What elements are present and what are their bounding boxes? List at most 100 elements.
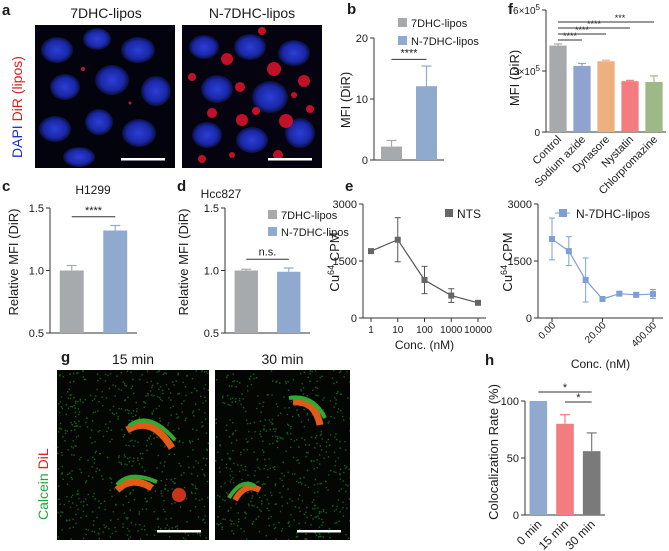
- calcein-label: Calcein: [35, 473, 51, 520]
- chart-b-ytick-label: 0: [362, 155, 368, 167]
- chart-e2-point: [650, 291, 656, 298]
- chart-e1-xtick-label: 100: [416, 325, 433, 336]
- chart-e1-legend-marker: [445, 209, 453, 217]
- chart-e2-xlabel: Conc. (nM): [571, 357, 630, 371]
- chart-e2-legend-marker: [559, 209, 567, 217]
- chart-f-ytick-label: 6×105: [513, 3, 541, 17]
- chart-c-bar: [103, 230, 128, 333]
- chart-d-ytick-label: 0.5: [204, 328, 219, 340]
- chart-f-sig: ****: [575, 25, 590, 35]
- chart-h-bar: [582, 451, 601, 515]
- chart-e1-point: [421, 277, 428, 283]
- chart-e2-point: [616, 290, 623, 297]
- chart-f-bar: [645, 81, 663, 132]
- chart-b-legend-label: N-7DHC-lipos: [411, 36, 479, 48]
- dir-label: DiR (lipos): [9, 56, 25, 121]
- panel-g-label: g: [61, 349, 71, 366]
- chart-f-bar: [597, 61, 615, 132]
- micrograph-15min: [57, 370, 209, 540]
- chart-d-sig: n.s.: [259, 246, 277, 258]
- chart-c-bar: [59, 270, 84, 333]
- chart-f-bar: [621, 81, 639, 132]
- dapi-label: DAPI: [9, 125, 25, 158]
- chart-e2-point: [582, 277, 589, 283]
- chart-c-ylabel: Relative MFI (DiR): [6, 209, 21, 316]
- chart-e2-ytick-label: 3000: [508, 199, 532, 211]
- micrograph-7dhc-lipos: [35, 25, 175, 168]
- chart-c-ytick-label: 1.0: [29, 266, 44, 278]
- panel-b-label: b: [347, 1, 356, 18]
- chart-e1-xtick-label: 1: [368, 325, 374, 336]
- chart-d-ytick-label: 1.0: [204, 266, 219, 278]
- chart-h-sig: *: [563, 382, 568, 394]
- chart-e1-point: [448, 292, 455, 299]
- chart-b-legend-swatch: [398, 18, 407, 27]
- panel-f-label: f: [508, 1, 514, 18]
- panel-a-caption-2: N-7DHC-lipos: [208, 5, 296, 21]
- chart-e1-ytick-label: 1500: [333, 256, 357, 268]
- chart-d-legend-swatch: [268, 227, 277, 236]
- chart-d-legend-swatch: [268, 210, 277, 219]
- panel-e-label: e: [345, 178, 353, 195]
- chart-e1-ytick-label: 0: [351, 313, 357, 325]
- chart-h-ytick-label: 100: [501, 396, 519, 408]
- micrograph-30min: [215, 370, 350, 540]
- chart-f-ytick-label: 3×105: [513, 64, 541, 78]
- chart-e1-point: [475, 299, 481, 306]
- chart-h-ytick-label: 0: [513, 510, 519, 522]
- chart-c-ytick-label: 1.5: [29, 203, 44, 215]
- chart-e2-point: [599, 296, 606, 302]
- chart-d-ytick-label: 1.5: [204, 203, 219, 215]
- chart-d-ylabel: Relative MFI (DiR): [176, 209, 191, 316]
- chart-h-bar: [529, 401, 548, 515]
- chart-d-bar: [277, 271, 301, 333]
- chart-h-ytick-label: 50: [507, 453, 519, 465]
- chart-b-ytick-label: 10: [356, 94, 368, 106]
- chart-b-ytick-label: 20: [356, 33, 368, 45]
- chart-c-title: H1299: [75, 183, 111, 197]
- chart-e2-line: [551, 238, 654, 300]
- chart-b-sig: ****: [400, 47, 418, 59]
- chart-c-ytick-label: 0.5: [29, 328, 44, 340]
- chart-h-xtick-label: 30 min: [562, 517, 597, 551]
- svg-text:DAPI DiR (lipos): DAPI DiR (lipos): [9, 56, 25, 158]
- chart-e2-point: [633, 291, 640, 298]
- chart-b-legend-swatch: [398, 36, 407, 45]
- chart-h-ylabel: Colocalization Rate (%): [486, 384, 501, 520]
- chart-e2-ytick-label: 1500: [508, 256, 532, 268]
- chart-f-sig: ****: [563, 31, 578, 41]
- chart-e2-point: [565, 248, 572, 255]
- chart-e2-ytick-label: 0: [526, 313, 532, 325]
- chart-f-bar: [549, 45, 567, 133]
- chart-e1-ytick-label: 3000: [333, 199, 357, 211]
- chart-e2-xtick-label: 20.00: [583, 320, 609, 346]
- chart-e2-xtick-label: 400.00: [630, 320, 660, 350]
- chart-f-ytick-label: 0: [534, 128, 540, 139]
- micrograph-n-7dhc-lipos: [182, 25, 322, 168]
- panel-g-ylabel: Calcein DiL: [35, 448, 51, 520]
- chart-f-sig: ****: [587, 19, 602, 29]
- chart-e1-point: [394, 236, 401, 243]
- chart-b-ylabel: MFI (DiR): [338, 72, 353, 128]
- chart-b-legend-label: 7DHC-lipos: [411, 18, 468, 30]
- chart-b-bar: [381, 146, 402, 160]
- panel-a-ylabel: DAPI DiR (lipos): [9, 56, 25, 158]
- chart-e1-xtick-label: 10: [392, 325, 404, 336]
- panel-g-caption-2: 30 min: [261, 351, 304, 367]
- chart-d-bar: [234, 270, 258, 333]
- chart-e2-point: [549, 235, 555, 242]
- panel-c-label: c: [2, 178, 10, 195]
- chart-e2-ylabel: Cu64 CPM: [499, 232, 515, 291]
- chart-d-title: Hcc827: [201, 187, 242, 201]
- panel-h-label: h: [485, 352, 494, 369]
- svg-text:Calcein DiL: Calcein DiL: [35, 448, 51, 520]
- chart-e1-xlabel: Conc. (nM): [395, 338, 454, 352]
- chart-e1-ylabel: Cu64 CPM: [326, 232, 342, 291]
- chart-h-sig: *: [576, 392, 581, 404]
- chart-e2-xtick-label: 0.00: [537, 320, 559, 342]
- chart-f-sig: ***: [615, 13, 626, 23]
- dil-label: DiL: [35, 448, 51, 469]
- chart-h-bar: [556, 423, 574, 515]
- chart-e2-legend-label: N-7DHC-lipos: [576, 207, 650, 221]
